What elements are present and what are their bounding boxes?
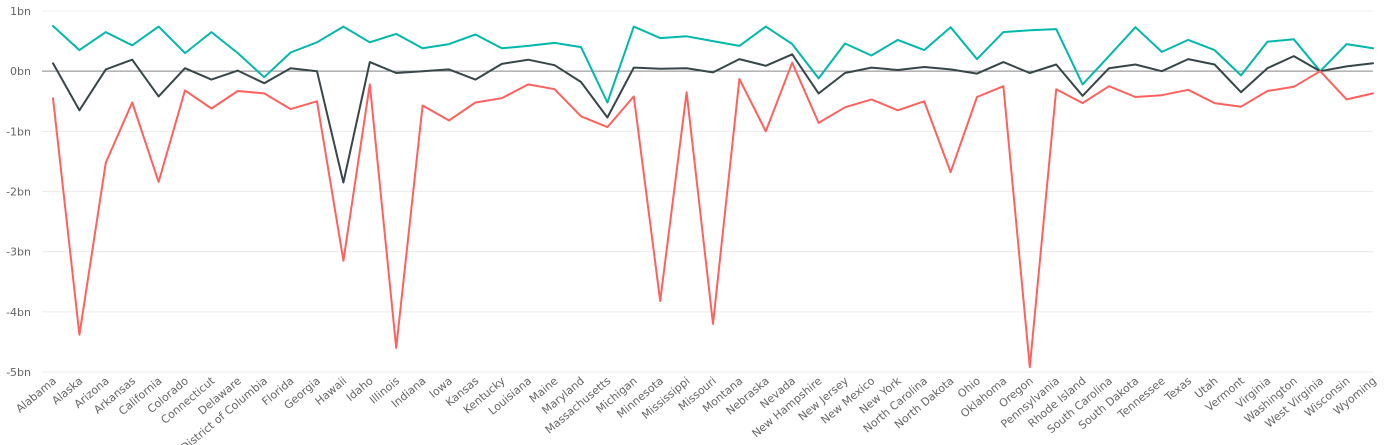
y-tick-label: -1bn xyxy=(6,125,31,138)
series-line-3 xyxy=(52,61,1374,369)
x-axis: AlabamaAlaskaArizonaArkansasCaliforniaCo… xyxy=(13,374,1379,445)
y-tick-label: 1bn xyxy=(10,5,31,18)
y-tick-label: -3bn xyxy=(6,246,31,259)
series-layer xyxy=(52,25,1374,369)
y-tick-label: 0bn xyxy=(10,65,31,78)
grid-layer xyxy=(42,10,1373,373)
y-axis: 1bn 0bn -1bn -2bn -3bn -4bn -5bn xyxy=(6,5,31,379)
y-tick-label: -2bn xyxy=(6,186,31,199)
x-tick-label: Texas xyxy=(1162,374,1195,404)
y-tick-label: -5bn xyxy=(6,366,31,379)
series-line-2 xyxy=(52,53,1374,184)
y-tick-label: -4bn xyxy=(6,306,31,319)
series-line-1 xyxy=(52,25,1374,104)
